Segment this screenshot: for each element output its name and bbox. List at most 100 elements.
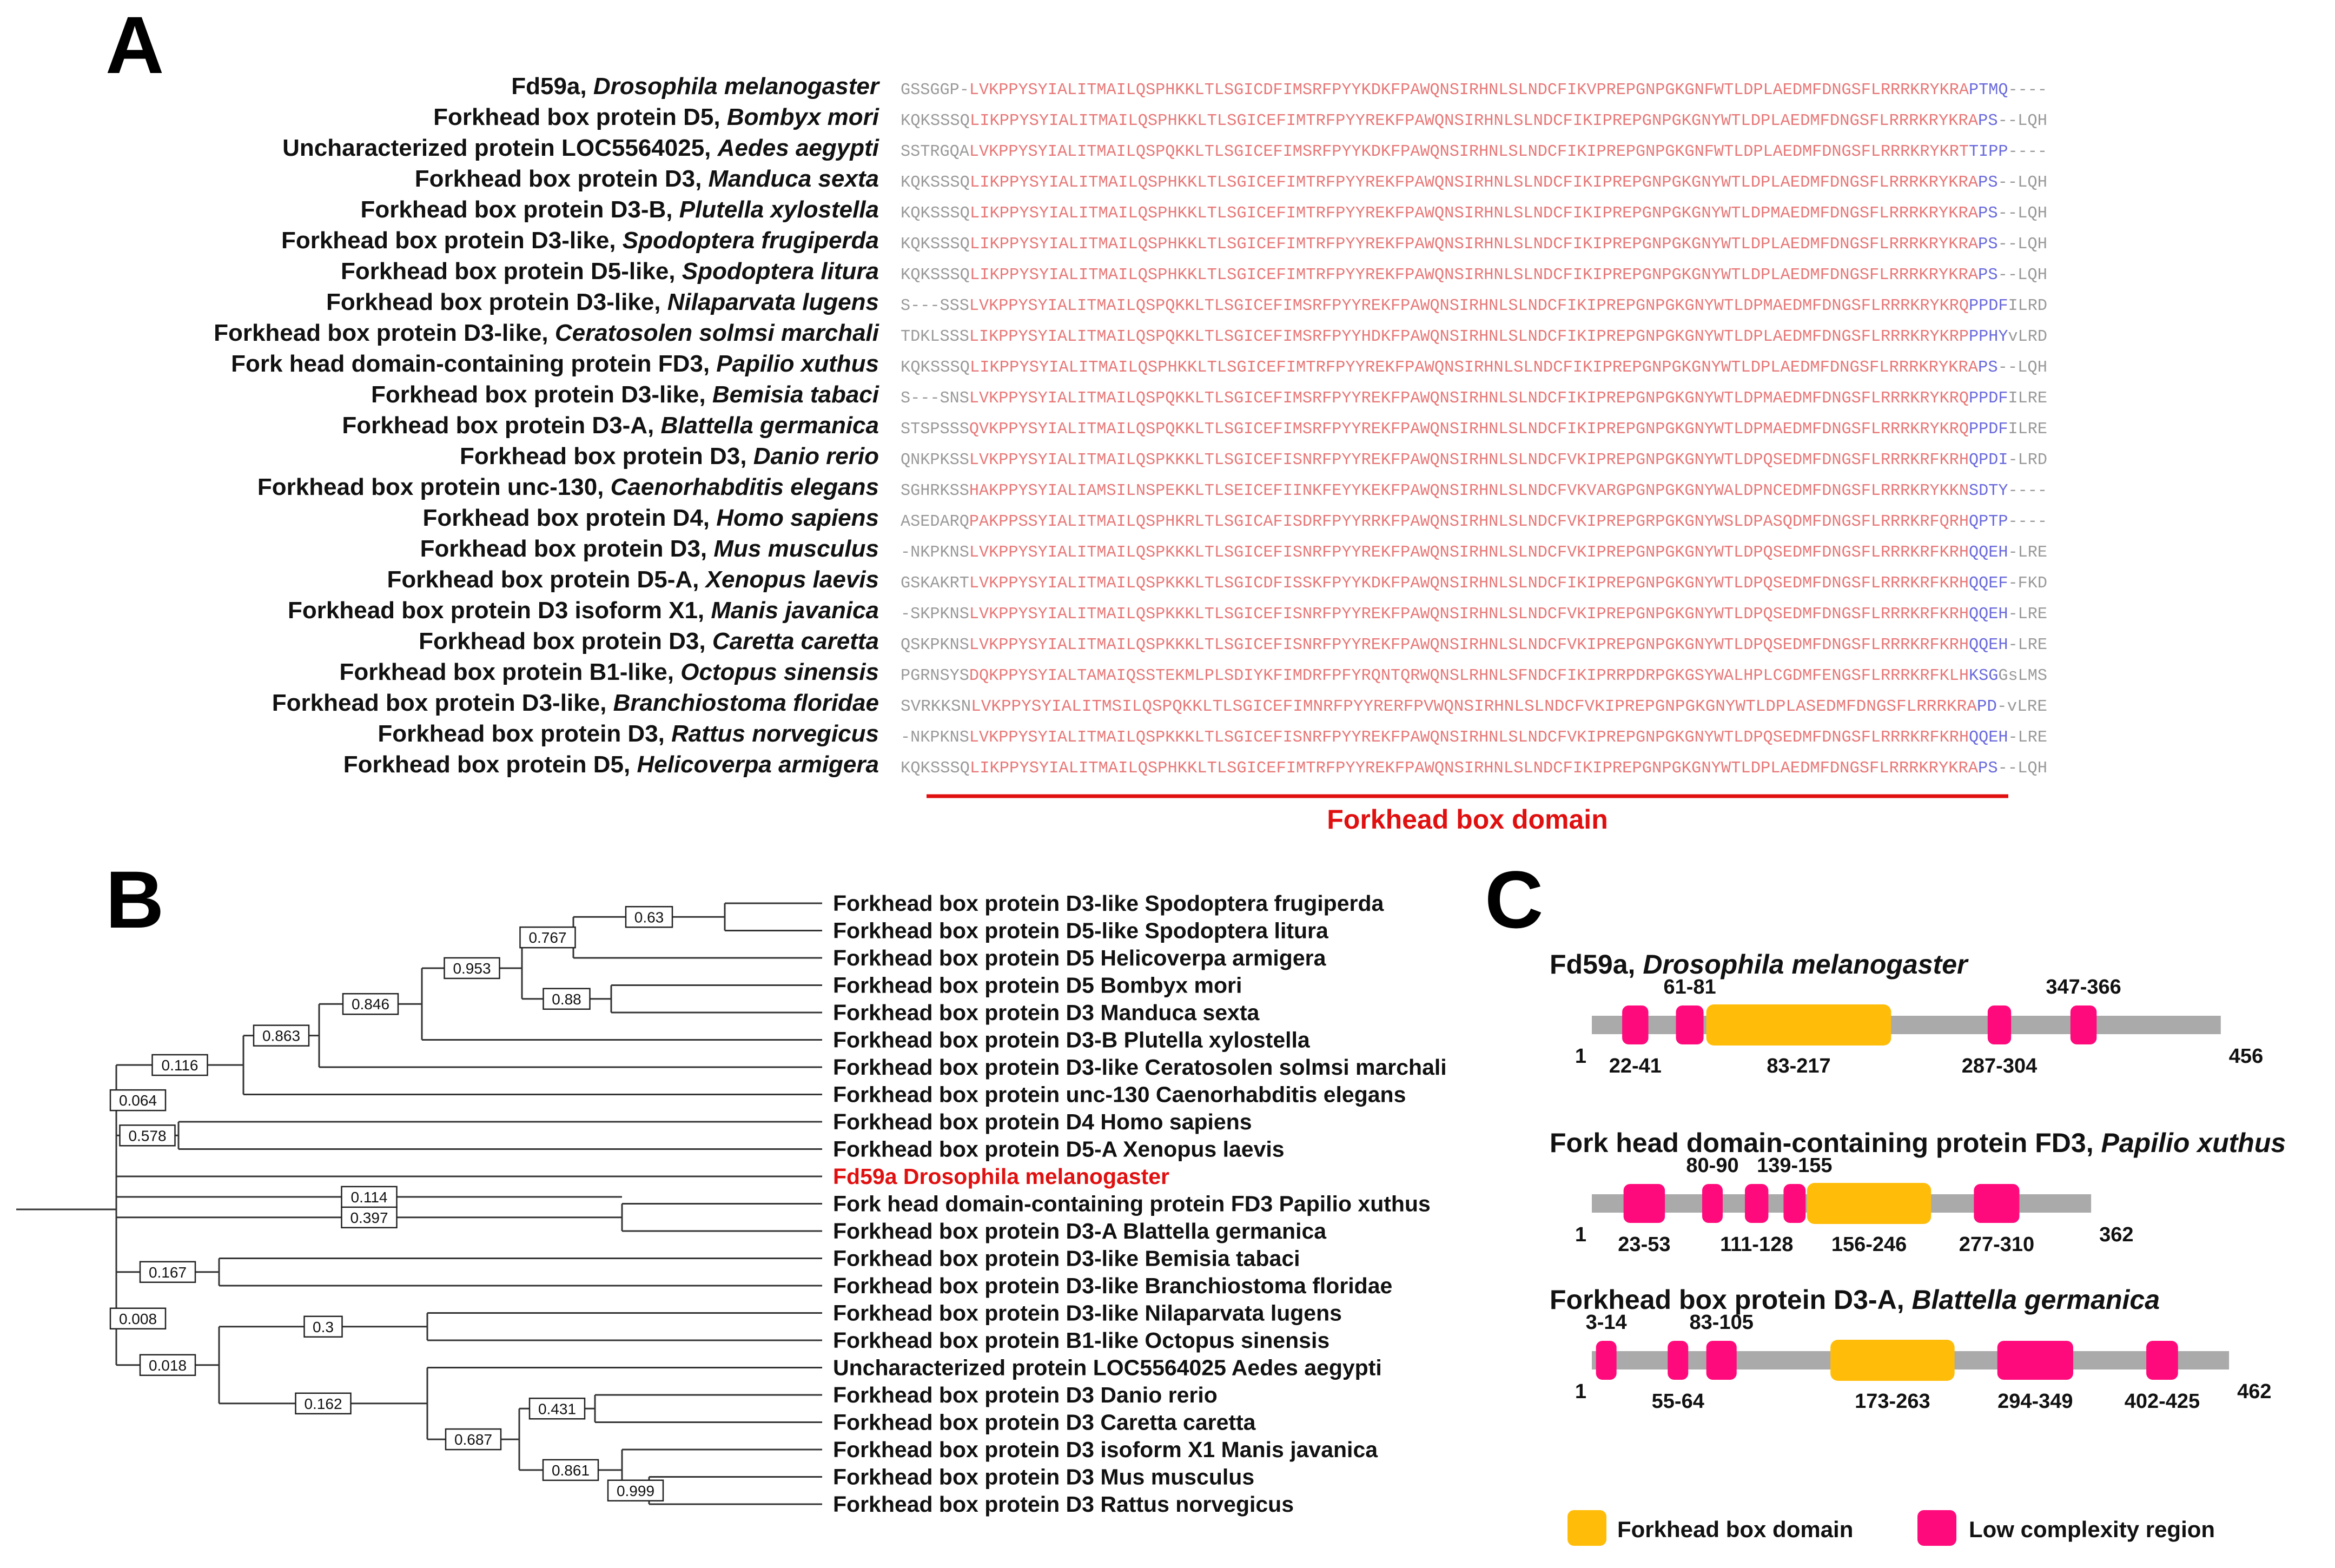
low-complexity-range: 402-425 <box>2125 1390 2200 1413</box>
alignment-sequence-name: Forkhead box protein D5, Helicoverpa arm… <box>343 751 879 778</box>
low-complexity-range: 3-14 <box>1586 1311 1627 1334</box>
text-span: Forkhead box protein B1-like, <box>339 659 674 685</box>
alignment-sequence-name: Forkhead box protein D3, Danio rerio <box>460 443 879 469</box>
text-span: Danio rerio <box>753 443 879 469</box>
tree-leaf-label: Forkhead box protein D3-B Plutella xylos… <box>833 1028 1311 1053</box>
alignment-sequence: -SKPKNSLVKPPYSYIALITMAILQSPKKKLTLSGICEFI… <box>901 605 2047 624</box>
alignment-sequence: KQKSSSQLIKPPYSYIALITMAILQSPHKKLTLSGICEFI… <box>901 759 2047 778</box>
alignment-sequence: PGRNSYSDQKPPYSYIALTAMAIQSSTEKMLPLSDIYKFI… <box>901 666 2047 685</box>
text-span: Homo sapiens <box>716 505 879 531</box>
support-value: 0.863 <box>262 1028 300 1044</box>
support-value: 0.114 <box>351 1189 388 1206</box>
text-span: PPDF <box>1969 420 2008 439</box>
support-value-box <box>341 1186 398 1208</box>
alignment-sequence-name: Forkhead box protein D3-like, Spodoptera… <box>281 227 879 254</box>
alignment-sequence-name: Uncharacterized protein LOC5564025, Aede… <box>282 135 879 161</box>
forkhead-domain-range: 173-263 <box>1855 1390 1930 1413</box>
tree-leaf-label: Forkhead box protein D3-like Bemisia tab… <box>833 1246 1300 1271</box>
text-span: Forkhead box protein D3-like, <box>371 381 706 408</box>
legend-forkhead-swatch <box>1567 1510 1606 1546</box>
text-span: ---- <box>2008 142 2047 161</box>
text-span: SVRKKSN <box>901 697 971 716</box>
text-span: Ceratosolen solmsi marchali <box>555 320 879 346</box>
protein-end: 456 <box>2229 1045 2263 1068</box>
text-span: ASEDARQ <box>901 512 969 531</box>
forkhead-domain-box <box>1807 1183 1931 1224</box>
support-value: 0.397 <box>350 1209 388 1226</box>
text-span: Fd59a, <box>1550 949 1635 980</box>
text-span: QSKPKNS <box>901 636 969 654</box>
text-span: Forkhead box protein D5, <box>343 751 631 778</box>
text-span: --LQH <box>1998 358 2047 377</box>
text-span: QNKPKSS <box>901 451 969 469</box>
text-span: LVKPPYSYIALITMAILQSPKKKLTLSGICEFISNRFPYY… <box>969 543 1969 562</box>
text-span: KQKSSSQ <box>901 173 970 192</box>
alignment-sequence: KQKSSSQLIKPPYSYIALITMAILQSPHKKLTLSGICEFI… <box>901 266 2047 285</box>
text-span: PPHY <box>1969 327 2008 346</box>
text-span: Forkhead box protein D5-A, <box>387 566 699 593</box>
low-complexity-range: 80-90 <box>1686 1154 1738 1177</box>
support-value-box <box>342 993 399 1015</box>
alignment-sequence: SGHRKSSHAKPPYSYIALIAMSILNSPEKKLTLSEICEFI… <box>901 481 2047 500</box>
text-span: ILRE <box>2008 420 2047 439</box>
text-span: PS <box>1978 111 1998 130</box>
tree-leaf-label: Forkhead box protein D3 Mus musculus <box>833 1465 1254 1490</box>
alignment-sequence: S---SNSLVKPPYSYIALITMAILQSPQKKLTLSGICEFI… <box>901 389 2047 408</box>
alignment-sequence: STSPSSSQVKPPYSYIALITMAILQSPQKKLTLSGICEFI… <box>901 420 2047 439</box>
text-span: Forkhead box protein D3-like, <box>326 289 661 315</box>
text-span: GSSGGP- <box>901 81 969 100</box>
tree-leaf-label: Forkhead box protein D5 Bombyx mori <box>833 973 1242 998</box>
text-span: LIKPPYSYIALITMAILQSPHKKLTLSGICEFIMTRFPYY… <box>970 358 1978 377</box>
forkhead-domain-range: 83-217 <box>1767 1055 1830 1077</box>
protein-start: 1 <box>1575 1380 1586 1403</box>
alignment-sequence: KQKSSSQLIKPPYSYIALITMAILQSPHKKLTLSGICEFI… <box>901 358 2047 377</box>
support-value-box <box>151 1054 208 1076</box>
text-span: Forkhead box protein D3, <box>378 720 665 747</box>
alignment-sequence-name: Forkhead box protein D3-like, Bemisia ta… <box>371 381 879 408</box>
text-span: SDTY <box>1969 481 2008 500</box>
support-value: 0.167 <box>149 1264 187 1281</box>
text-span: PS <box>1978 759 1998 778</box>
support-value-box <box>625 906 673 928</box>
text-span: --LQH <box>1998 759 2047 778</box>
support-value-box <box>109 1089 167 1112</box>
text-span: Aedes aegypti <box>717 135 879 161</box>
text-span: -LRE <box>2008 728 2047 747</box>
text-span: LVKPPYSYIALITMAILQSPQKKLTLSGICEFIMSRFPYY… <box>969 296 1969 315</box>
alignment-sequence-name: Fork head domain-containing protein FD3,… <box>231 350 879 377</box>
low-complexity-range: 139-155 <box>1757 1154 1832 1177</box>
tree-leaf-label: Forkhead box protein D3 Danio rerio <box>833 1382 1218 1407</box>
low-complexity-box <box>1987 1005 2012 1044</box>
text-span: SSTRGQA <box>901 142 969 161</box>
support-value: 0.578 <box>128 1127 166 1144</box>
text-span: Forkhead box protein D3-like, <box>272 690 607 716</box>
support-value-box <box>253 1024 310 1047</box>
low-complexity-range: 55-64 <box>1652 1390 1704 1413</box>
alignment-sequence-name: Forkhead box protein unc-130, Caenorhabd… <box>257 474 879 500</box>
low-complexity-box <box>1676 1005 1704 1044</box>
alignment-sequence-name: Forkhead box protein D4, Homo sapiens <box>423 505 879 531</box>
support-value-box <box>303 1315 343 1338</box>
low-complexity-range: 83-105 <box>1690 1311 1754 1334</box>
text-span: Helicoverpa armigera <box>637 751 879 778</box>
text-span: Forkhead box protein D3, <box>415 166 702 192</box>
text-span: Bombyx mori <box>727 104 879 130</box>
support-value: 0.008 <box>119 1311 157 1327</box>
low-complexity-box <box>1783 1184 1806 1223</box>
text-span: -vLRE <box>1997 697 2047 716</box>
low-complexity-box <box>1622 1005 1649 1044</box>
text-span: -LRE <box>2008 605 2047 624</box>
text-span: Branchiostoma floridae <box>613 690 879 716</box>
alignment-sequence-name: Forkhead box protein D3-B, Plutella xylo… <box>361 196 879 223</box>
text-span: -LRD <box>2008 451 2047 469</box>
low-complexity-range: 294-349 <box>1997 1390 2073 1413</box>
text-span: LIKPPYSYIALITMAILQSPQKKLTLSGICEFIMSRFPYY… <box>969 327 1969 346</box>
text-span: LIKPPYSYIALITMAILQSPHKKLTLSGICEFIMTRFPYY… <box>970 759 1978 778</box>
alignment-sequence-name: Forkhead box protein D3, Mus musculus <box>420 535 879 562</box>
panel-letter-a: A <box>105 0 164 90</box>
alignment-sequence: GSSGGP-LVKPPYSYIALITMAILQSPHKKLTLSGICDFI… <box>901 81 2047 100</box>
text-span: Manduca sexta <box>709 166 879 192</box>
low-complexity-box <box>1702 1184 1723 1223</box>
tree-leaf-label: Fd59a Drosophila melanogaster <box>833 1164 1169 1189</box>
